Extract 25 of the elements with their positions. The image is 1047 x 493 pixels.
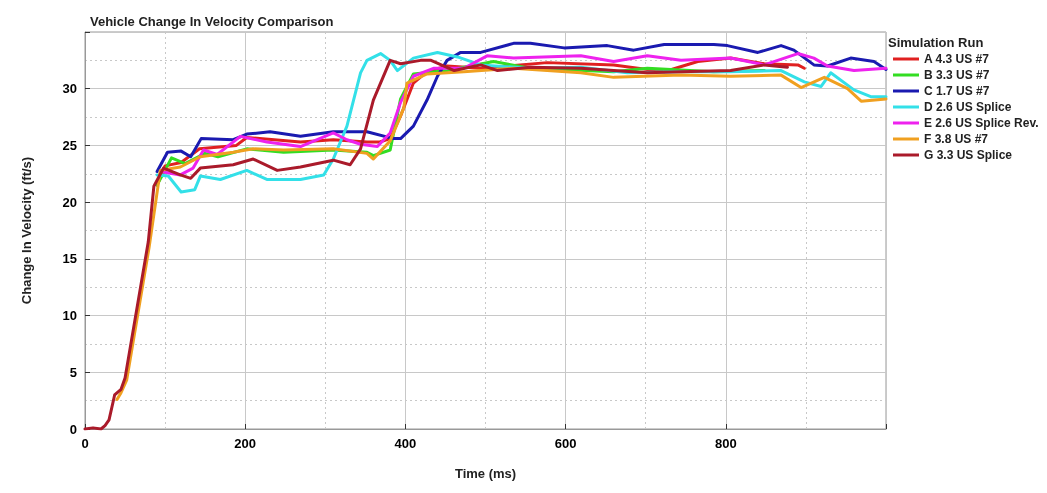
y-tick-label: 10 bbox=[62, 308, 77, 324]
y-tick-label: 0 bbox=[69, 421, 77, 437]
legend-label: G 3.3 US Splice bbox=[924, 148, 1013, 162]
legend-label: F 3.8 US #7 bbox=[924, 132, 989, 146]
legend-label: A 4.3 US #7 bbox=[924, 52, 990, 66]
y-tick-label: 25 bbox=[62, 137, 77, 153]
y-tick-label: 5 bbox=[69, 364, 77, 380]
x-tick-label: 400 bbox=[394, 436, 417, 451]
y-tick-label: 20 bbox=[62, 194, 77, 210]
y-tick-label: 30 bbox=[62, 81, 77, 97]
legend-label: B 3.3 US #7 bbox=[924, 68, 990, 82]
x-axis-title: Time (ms) bbox=[454, 466, 517, 481]
y-tick-label: 15 bbox=[62, 251, 77, 267]
line-series bbox=[83, 58, 789, 431]
legend-title: Simulation Run bbox=[888, 35, 984, 50]
legend-label: C 1.7 US #7 bbox=[924, 84, 990, 98]
chart-title: Vehicle Change In Velocity Comparison bbox=[90, 14, 334, 29]
legend-label: D 2.6 US Splice bbox=[924, 100, 1012, 114]
x-tick-label: 0 bbox=[81, 436, 89, 451]
x-tick-label: 600 bbox=[554, 436, 577, 451]
x-tick-label: 200 bbox=[234, 436, 257, 451]
legend-label: E 2.6 US Splice Rev. bbox=[924, 116, 1039, 130]
y-axis-title: Change In Velocity (ft/s) bbox=[19, 156, 34, 305]
x-tick-label: 800 bbox=[714, 436, 737, 451]
line-series bbox=[115, 66, 888, 402]
